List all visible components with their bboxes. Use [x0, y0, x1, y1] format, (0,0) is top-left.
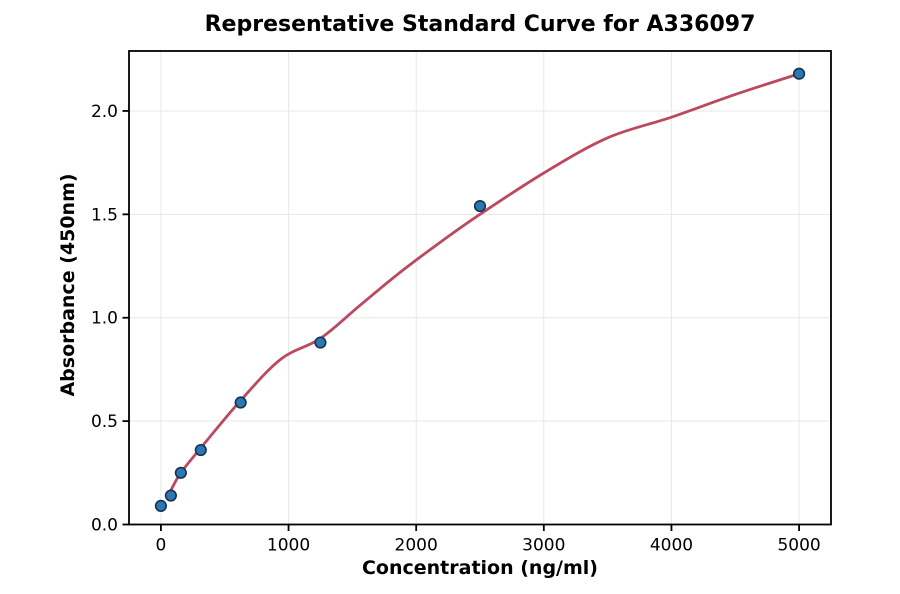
y-tick-label: 0.5	[91, 412, 118, 432]
y-tick-label: 2.0	[91, 102, 118, 122]
y-tick-label: 1.5	[91, 205, 118, 225]
y-tick-label: 0.0	[91, 516, 118, 536]
data-point-marker	[154, 499, 168, 512]
x-tick-label: 3000	[522, 536, 565, 556]
x-axis-label: Concentration (ng/ml)	[362, 557, 598, 579]
x-tick-label: 5000	[777, 536, 820, 556]
data-point-marker	[473, 199, 487, 213]
data-point-marker	[174, 466, 187, 479]
y-tick-label: 1.0	[91, 309, 118, 329]
data-point-marker	[792, 67, 806, 80]
data-point-marker	[194, 443, 207, 457]
x-tick-label: 2000	[395, 536, 438, 556]
chart-title: Representative Standard Curve for A33609…	[205, 12, 756, 37]
data-point-marker	[164, 489, 177, 502]
data-points-layer	[154, 67, 806, 512]
x-tick-label: 4000	[650, 536, 693, 556]
y-axis-label: Absorbance (450nm)	[57, 173, 79, 396]
x-tick-label: 1000	[267, 536, 310, 556]
plot-border	[128, 50, 832, 526]
data-point-marker	[314, 336, 327, 349]
grid-layer	[129, 51, 831, 525]
axes-layer: 0 1000 2000 3000 4000 5000 0.0 0.5 1.0 1.5 2.0	[91, 102, 821, 556]
fit-curve-layer	[169, 72, 801, 492]
x-tick-label: 0	[155, 536, 166, 556]
fit-curve-line	[169, 72, 801, 492]
data-point-marker	[234, 396, 247, 409]
